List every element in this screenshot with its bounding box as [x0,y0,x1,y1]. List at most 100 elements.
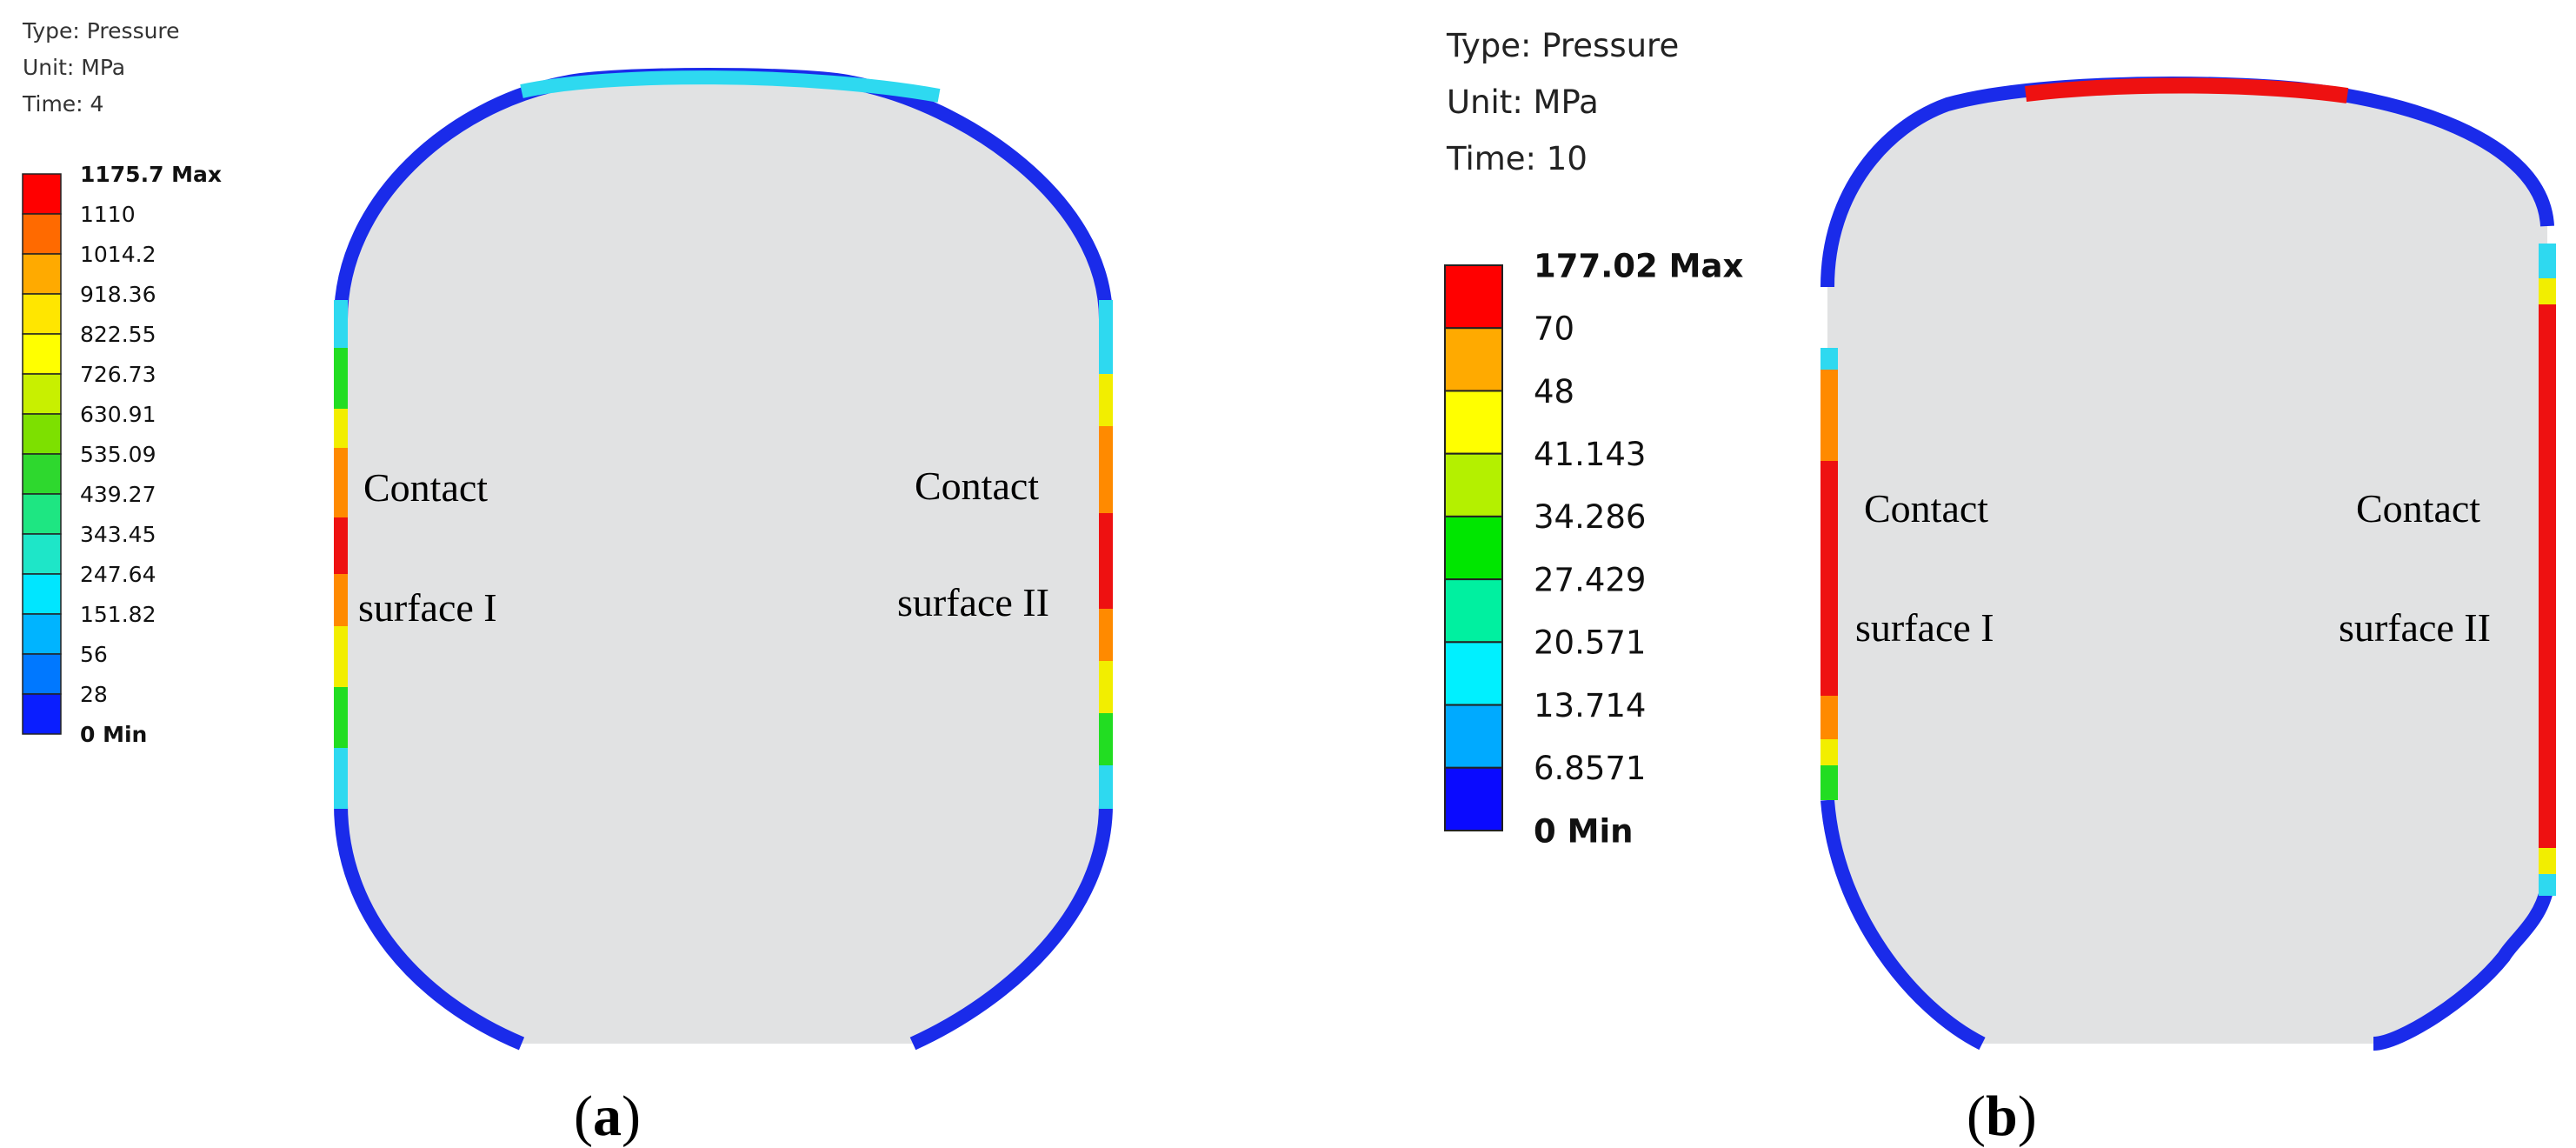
panel-b-rim-top-highlight [2024,77,2349,103]
panel-a-legend-swatch [22,413,62,455]
panel-b-contact-right-line2: surface II [2339,605,2491,650]
panel-b-rim-right [2539,244,2556,896]
panel-a-left-rim-segment [334,574,348,626]
panel-a-contact-right-line1: Contact [915,464,1039,508]
panel-a-legend-swatch [22,573,62,615]
panel-b-time: Time: 10 [1446,140,1588,177]
panel-a-legend-swatch [22,613,62,655]
panel-a-right-rim-segment [1099,300,1113,374]
panel-a-legend-label: 726.73 [80,362,156,387]
panel-b-legend-label: 6.8571 [1534,750,1646,787]
panel-b-legend-label: 177.02 Max [1534,247,1743,284]
panel-a-body-fill [341,75,1106,1044]
panel-a-legend-swatch [22,173,62,215]
panel-a-contact-left-line1: Contact [363,465,488,510]
panel-a: Type: Pressure Unit: MPa Time: 4 1175.7 … [22,18,1113,1148]
panel-b-cross-section [1821,77,2556,1051]
panel-a-legend-label: 535.09 [80,442,156,467]
panel-b-left-rim-segment [1821,765,1838,800]
panel-b-legend-label: 41.143 [1534,436,1646,473]
panel-a-legend-swatch [22,693,62,735]
panel-a-legend-label: 822.55 [80,322,156,347]
panel-a-legend-label: 151.82 [80,602,156,627]
panel-a-right-rim-segment [1099,513,1113,609]
panel-a-left-rim-segment [334,748,348,809]
panel-b-label: (b) [1967,1085,2037,1148]
panel-b-right-rim-segment [2539,848,2556,874]
panel-a-legend-label: 1175.7 Max [80,162,222,187]
panel-a-legend-label: 439.27 [80,482,156,507]
panel-b-type: Type: Pressure [1446,27,1679,64]
panel-a-legend-label: 56 [80,642,108,667]
panel-a-contact-left-line2: surface I [358,585,497,630]
panel-a-left-rim-segment [334,687,348,748]
panel-a-contact-right-line2: surface II [897,580,1049,624]
panel-a-right-rim-segment [1099,374,1113,426]
panel-a-left-rim-segment [334,626,348,687]
panel-b-right-rim-segment [2539,278,2556,304]
panel-a-legend-swatch [22,533,62,575]
panel-a-rim-left [334,300,348,809]
panel-b-legend-swatch [1444,704,1503,769]
panel-b-color-legend: 177.02 Max 70 48 41.143 34.286 27.429 20.571 13… [1444,247,1743,850]
panel-b-legend-label: 0 Min [1534,812,1633,850]
panel-a-time: Time: 4 [22,91,103,117]
panel-b-legend-label: 27.429 [1534,561,1646,598]
panel-b-left-rim-segment [1821,370,1838,461]
panel-b-rim-left [1821,348,1838,800]
panel-a-legend-swatch [22,253,62,295]
panel-a-legend-label: 918.36 [80,282,156,307]
panel-a-type: Type: Pressure [22,18,180,43]
panel-b-right-rim-segment [2539,874,2556,896]
panel-a-rim-top-highlight [520,70,941,103]
panel-b-legend-label: 20.571 [1534,624,1646,662]
panel-a-legend-swatch [22,493,62,535]
panel-a-color-legend: 1175.7 Max 1110 1014.2 918.36 822.55 726.73 63… [22,162,222,747]
panel-a-legend-swatch [22,293,62,335]
panel-b-left-rim-segment [1821,696,1838,739]
panel-b-contact-left-line1: Contact [1864,486,1988,531]
panel-b-legend-label: 34.286 [1534,498,1646,536]
panel-a-legend-swatch [22,653,62,695]
panel-b-legend-swatch [1444,515,1503,581]
panel-b-legend-label: 13.714 [1534,687,1646,724]
panel-a-legend-label: 1110 [80,202,136,227]
panel-b-legend-swatch [1444,578,1503,644]
panel-b-unit: Unit: MPa [1447,83,1599,121]
panel-a-label: (a) [574,1085,641,1148]
panel-a-legend-label: 630.91 [80,402,156,427]
panel-a-right-rim-segment [1099,426,1113,513]
panel-a-right-rim-segment [1099,609,1113,661]
panel-b-contact-right-line1: Contact [2356,486,2480,531]
panel-a-legend-label: 247.64 [80,562,156,587]
panel-a-legend-label: 1014.2 [80,242,156,267]
panel-a-left-rim-segment [334,448,348,517]
panel-b-legend-swatch [1444,264,1503,330]
panel-a-right-rim-segment [1099,765,1113,809]
panel-a-left-rim-segment [334,348,348,409]
panel-a-left-rim-segment [334,300,348,348]
panel-b-legend-swatch [1444,766,1503,831]
panel-a-left-rim-segment [334,409,348,448]
panel-b-left-rim-segment [1821,348,1838,370]
panel-b-legend-label: 48 [1534,373,1574,410]
panel-a-rim-bottom [334,804,1113,1051]
panel-b-left-rim-segment [1821,739,1838,765]
panel-b-legend-swatch [1444,452,1503,517]
panel-a-legend-swatch [22,453,62,495]
panel-b: Type: Pressure Unit: MPa Time: 10 177.02… [1444,27,2556,1148]
panel-b-contact-left-line2: surface I [1855,605,1994,650]
panel-a-legend-label: 0 Min [80,722,147,747]
panel-b-right-rim-segment [2539,244,2556,278]
panel-b-legend-label: 70 [1534,310,1574,348]
panel-b-left-rim-segment [1821,461,1838,696]
panel-a-legend-swatch [22,213,62,255]
panel-a-cross-section [334,68,1113,1051]
panel-a-legend-label: 28 [80,682,108,707]
panel-a-right-rim-segment [1099,661,1113,713]
panel-b-rim-bottom [1821,799,2554,1051]
panel-a-unit: Unit: MPa [23,55,125,80]
panel-b-legend-swatch [1444,390,1503,455]
panel-b-right-rim-segment [2539,304,2556,848]
